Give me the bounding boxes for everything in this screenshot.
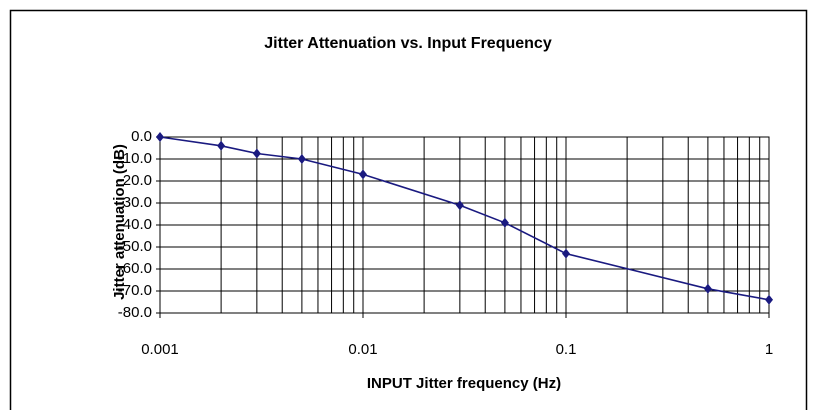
y-tick-label: -70.0: [118, 282, 152, 299]
series-line: [159, 136, 770, 301]
y-tick-label: -20.0: [118, 172, 152, 189]
data-point: [297, 154, 306, 164]
x-tick-label: 0.001: [141, 341, 179, 358]
data-point: [500, 217, 509, 228]
x-axis-label: INPUT Jitter frequency (Hz): [367, 375, 561, 392]
y-tick-label: -30.0: [118, 194, 152, 211]
x-tick-label: 1: [765, 341, 773, 358]
y-tick-label: -40.0: [118, 216, 152, 233]
data-point: [562, 248, 570, 259]
y-tick-label: -80.0: [118, 304, 152, 321]
data-point: [252, 148, 261, 159]
data-point: [765, 294, 773, 305]
y-tick-label: 0.0: [131, 128, 152, 145]
x-tick-label: 0.01: [348, 341, 377, 358]
y-tick-label: -10.0: [118, 150, 152, 167]
data-point: [359, 169, 367, 180]
y-tick-label: -60.0: [118, 260, 152, 277]
chart-title: Jitter Attenuation vs. Input Frequency: [264, 35, 552, 52]
data-point: [455, 200, 464, 211]
y-tick-label: -50.0: [118, 238, 152, 255]
y-axis-label: Jitter attenuation (dB): [111, 144, 128, 300]
data-point: [703, 283, 712, 294]
x-tick-label: 0.1: [556, 341, 577, 358]
data-point: [217, 140, 226, 151]
data-point: [156, 132, 164, 142]
chart-frame: [9, 9, 808, 410]
